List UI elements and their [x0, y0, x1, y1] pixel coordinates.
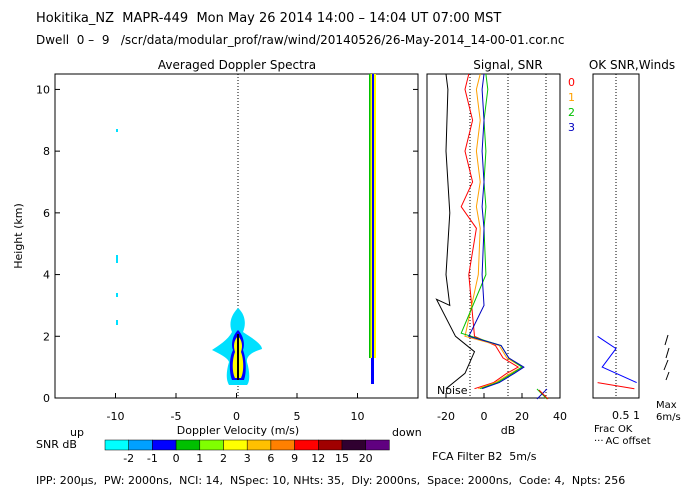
legend-entry-1: 1	[568, 91, 575, 104]
series-3-line	[468, 73, 525, 390]
velocity-axis-ticks: -10 -5 0 5 10	[107, 393, 365, 423]
legend-entry-2: 2	[568, 106, 575, 119]
noise-label: Noise	[437, 384, 468, 397]
colorbar-cell	[318, 439, 343, 451]
colorbar-cell	[246, 439, 272, 451]
height-tick-label: 0	[43, 392, 50, 405]
speckle	[116, 255, 118, 263]
speckles	[116, 129, 118, 325]
db-axis-ticks: -20 0 20 40	[437, 393, 567, 423]
header-line-1: Hokitika_NZ MAPR-449 Mon May 26 2014 14:…	[36, 11, 502, 26]
colorbar-cell	[199, 439, 224, 451]
series-0-line	[460, 73, 520, 390]
interference-strip-green	[369, 74, 371, 358]
colorbar-tick-label: 6	[267, 452, 274, 465]
db-tick-label: -20	[437, 410, 455, 423]
marker-stroke	[538, 389, 549, 400]
colorbar-tick-label: 15	[335, 452, 349, 465]
fca-filter-label: FCA Filter B2 5m/s	[432, 450, 537, 463]
interference-strip-blue	[372, 74, 374, 384]
legend-entry-3: 3	[568, 121, 575, 134]
max-label: Max	[656, 400, 677, 411]
colorbar-tick-label: 1	[196, 452, 203, 465]
header-line-2: Dwell 0 – 9 /scr/data/modular_prof/raw/w…	[36, 33, 565, 47]
series-1-line	[464, 73, 524, 390]
height-tick-label: 2	[43, 330, 50, 343]
colorbar-cell	[104, 439, 129, 451]
colorbar-cell	[294, 439, 319, 451]
colorbar-cell	[341, 439, 366, 451]
frac-tick-05: 0.5	[612, 409, 630, 422]
marker-stroke	[536, 388, 548, 400]
ac-offset-label: ··· AC offset	[594, 436, 651, 447]
speckle	[116, 320, 118, 325]
colorbar-cell	[270, 439, 295, 451]
x-markers	[536, 388, 549, 400]
signal-snr-frame	[426, 73, 561, 399]
colorbar-tick-label: -1	[147, 452, 158, 465]
height-tick-label: 6	[43, 207, 50, 220]
signal-snr-title: Signal, SNR	[473, 58, 542, 72]
colorbar-cell	[365, 439, 390, 451]
snr-colorbar: SNR dB -2 -1 0 1 2 3 6 9 12 15 20	[36, 438, 390, 465]
ac-offset-text: AC offset	[606, 436, 651, 447]
colorbar-label: SNR dB	[36, 438, 77, 451]
ok-snr-winds-panel: OK SNR,Winds 0.5 1 Frac OK ··· AC offset …	[589, 58, 681, 447]
colorbar-tick-label: 2	[220, 452, 227, 465]
colorbar-tick-label: 12	[311, 452, 325, 465]
spectra-panel: Averaged Doppler Spectra 0 2 4 6 8 10 -10 -5 0 5…	[12, 58, 422, 439]
colorbar-tick-label: 3	[244, 452, 251, 465]
colorbar-cell	[175, 439, 201, 451]
height-tick-label: 4	[43, 269, 50, 282]
db-axis-label: dB	[501, 424, 516, 437]
signal-snr-panel: Signal, SNR -20 0 20 40 dB Noise 0 1 2 3	[426, 58, 575, 437]
velocity-tick-label: -10	[107, 410, 125, 423]
legend-entry-0: 0	[568, 76, 575, 89]
interference-strip-blue-lower	[371, 358, 374, 384]
velocity-tick-label: -5	[171, 410, 182, 423]
velocity-tick-label: 5	[294, 410, 301, 423]
colorbar-tick-label: 20	[359, 452, 373, 465]
down-label: down	[392, 426, 422, 439]
frac-tick-1: 1	[633, 409, 640, 422]
interference-line	[369, 74, 376, 384]
height-axis-ticks: 0 2 4 6 8 10	[36, 83, 418, 405]
frac-ok-line	[597, 335, 637, 384]
wind-barb	[663, 359, 669, 371]
colorbar-tick-label: 0	[173, 452, 180, 465]
ground-clutter-spectrum	[212, 308, 262, 385]
wind-barbs	[663, 334, 670, 381]
series-noise-line	[435, 73, 476, 390]
db-tick-label: 40	[553, 410, 567, 423]
max-value: 6m/s	[656, 412, 681, 423]
db-tick-label: 20	[515, 410, 529, 423]
signal-snr-legend: 0 1 2 3	[568, 76, 575, 134]
wind-barb	[665, 371, 670, 381]
colorbar-cell	[152, 439, 177, 451]
velocity-tick-label: 10	[351, 410, 365, 423]
up-label: up	[70, 426, 84, 439]
speckle	[116, 129, 118, 132]
height-axis-label: Height (km)	[12, 203, 25, 269]
colorbar-tick-label: 9	[291, 452, 298, 465]
velocity-axis-label: Doppler Velocity (m/s)	[177, 424, 299, 437]
wind-barb	[664, 334, 669, 346]
wind-barb	[665, 347, 670, 359]
radar-parameters: IPP: 200μs, PW: 2000ns, NCI: 14, NSpec: …	[36, 474, 626, 487]
velocity-tick-label: 0	[233, 410, 240, 423]
spectra-title: Averaged Doppler Spectra	[158, 58, 316, 72]
colorbar-tick-label: -2	[123, 452, 134, 465]
series-2-line	[460, 73, 523, 390]
ok-snr-title: OK SNR,Winds	[589, 58, 675, 72]
ac-offset-line	[597, 382, 635, 390]
height-tick-label: 10	[36, 83, 50, 96]
speckle	[116, 293, 118, 297]
frac-ok-label: Frac OK	[594, 424, 633, 435]
db-tick-label: 0	[481, 410, 488, 423]
height-tick-label: 8	[43, 145, 50, 158]
colorbar-cell	[128, 439, 153, 451]
colorbar-cell	[223, 439, 248, 451]
